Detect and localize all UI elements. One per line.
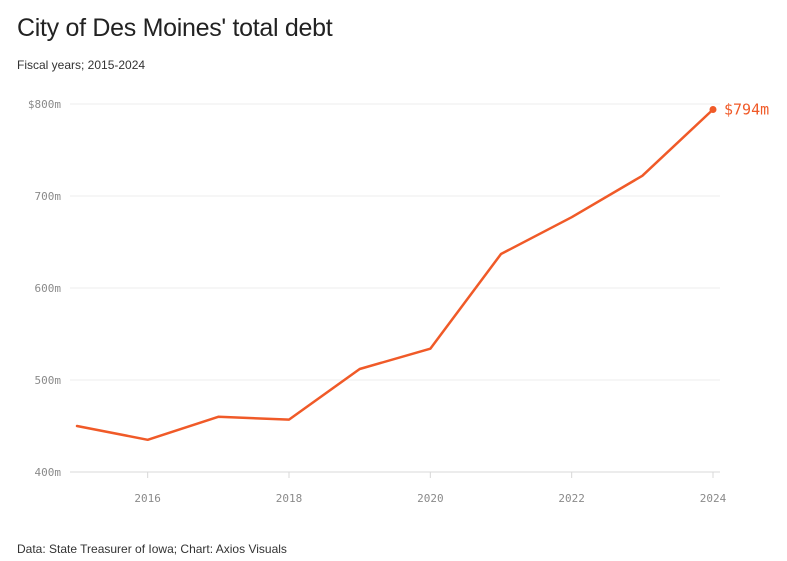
- x-tick-label: 2024: [700, 492, 727, 505]
- x-tick-label: 2018: [276, 492, 303, 505]
- gridlines: [70, 103, 720, 473]
- y-tick-label: 400m: [35, 466, 62, 479]
- source-note: Data: State Treasurer of Iowa; Chart: Ax…: [17, 542, 287, 556]
- series: $794m: [75, 101, 769, 442]
- x-tick-label: 2022: [558, 492, 585, 505]
- x-axis: 2016 2018 2020 2022 2024: [70, 471, 727, 505]
- y-tick-label: 600m: [35, 282, 62, 295]
- chart-title: City of Des Moines' total debt: [17, 14, 333, 42]
- x-tick-label: 2020: [417, 492, 444, 505]
- y-tick-label: 700m: [35, 190, 62, 203]
- end-point: [709, 106, 717, 114]
- y-axis: 400m 500m 600m 700m $800m: [28, 98, 61, 479]
- chart-subtitle: Fiscal years; 2015-2024: [17, 58, 146, 72]
- y-tick-label: $800m: [28, 98, 61, 111]
- y-tick-label: 500m: [35, 374, 62, 387]
- x-tick-label: 2016: [134, 492, 161, 505]
- end-value-label: $794m: [724, 101, 769, 119]
- series-line: [75, 108, 715, 442]
